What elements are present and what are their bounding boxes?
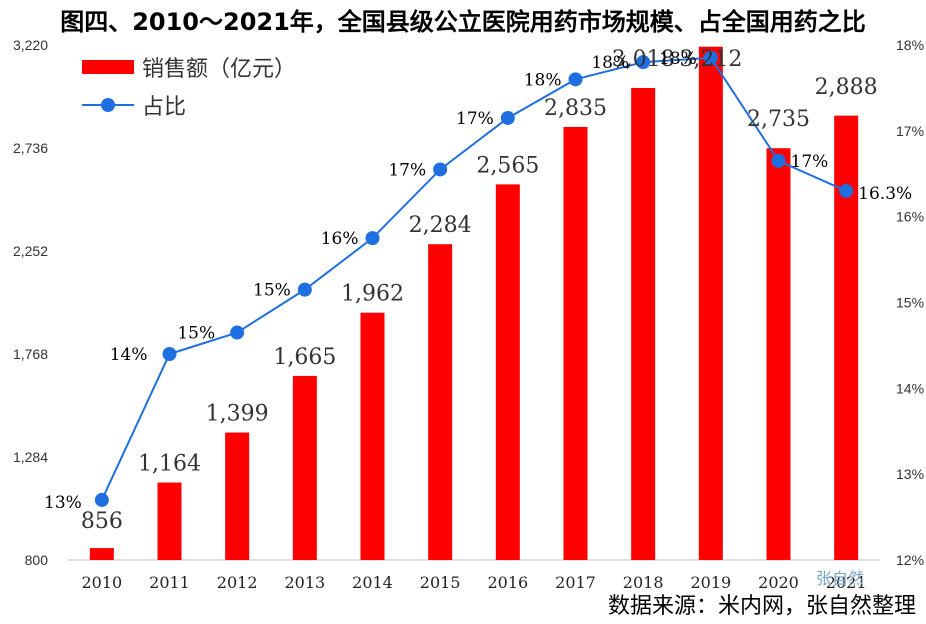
bar-value-label: 2,284 [409, 213, 472, 238]
line-value-label: 14% [110, 345, 148, 365]
y-right-tick-label: 14% [896, 380, 924, 396]
line-point [771, 153, 786, 168]
bar [89, 548, 114, 560]
line-point [365, 231, 380, 246]
share-line [100, 56, 847, 501]
x-tick-label: 2015 [420, 573, 461, 592]
bar-value-label: 2,735 [747, 107, 810, 132]
line-value-label: 18% [524, 70, 562, 90]
bar-value-label: 2,835 [544, 96, 607, 121]
data-labels: 8561,1641,3991,6651,9622,2842,5652,8353,… [44, 47, 912, 534]
legend-line-marker [101, 98, 115, 112]
bar [563, 126, 588, 560]
x-tick-label: 2011 [149, 573, 190, 592]
x-tick-label: 2013 [284, 573, 325, 592]
bar-value-label: 856 [81, 509, 123, 534]
line-series [94, 50, 854, 507]
x-tick-label: 2014 [352, 573, 393, 592]
line-value-label: 17% [388, 160, 426, 180]
x-tick-label: 2016 [487, 573, 528, 592]
x-tick-label: 2010 [81, 573, 122, 592]
y-right-tick-label: 16% [896, 209, 924, 225]
x-tick-label: 2012 [217, 573, 258, 592]
line-value-label: 18% [591, 53, 629, 73]
line-point [839, 183, 854, 198]
bar [834, 115, 859, 560]
bar [225, 432, 250, 560]
bar [495, 184, 520, 560]
legend-line-label: 占比 [142, 95, 186, 120]
bar-value-label: 3,018 [612, 47, 675, 72]
bar-value-label: 1,665 [273, 345, 336, 370]
bar-value-label: 2,565 [476, 153, 539, 178]
line-point [162, 347, 177, 361]
y-right-tick-label: 13% [896, 466, 924, 482]
line-point [500, 110, 515, 125]
x-tick-label: 2020 [758, 573, 799, 592]
bar [292, 375, 317, 560]
bar [631, 87, 656, 560]
bar-value-label: 2,888 [815, 75, 878, 100]
line-point [433, 162, 448, 177]
bar-series [89, 46, 859, 561]
line-point [230, 325, 245, 340]
y-left-tick-label: 2,252 [13, 243, 48, 259]
line-value-label: 18% [659, 49, 697, 69]
bar-value-label: 3,212 [679, 47, 742, 72]
y-right-tick-label: 15% [896, 295, 924, 311]
x-tick-label: 2017 [555, 573, 596, 592]
bar-value-label: 1,399 [206, 402, 269, 427]
line-point [636, 55, 651, 70]
line-point [297, 282, 312, 297]
x-tick-label: 2018 [623, 573, 664, 592]
source-note: 数据来源：米内网，张自然整理 [607, 594, 916, 619]
line-point [94, 492, 109, 507]
y-left-tick-label: 1,284 [13, 449, 48, 465]
y-left-tick-label: 3,220 [13, 37, 48, 53]
x-tick-label: 2019 [690, 573, 731, 592]
line-point [703, 50, 718, 65]
bar [698, 46, 723, 561]
y-left-tick-label: 2,736 [13, 140, 48, 156]
line-value-label: 17% [791, 152, 829, 172]
bar-value-label: 1,164 [138, 452, 201, 477]
legend-bar-label: 销售额（亿元） [142, 57, 296, 82]
axes: 800 1,284 1,768 2,252 2,736 3,220 12% 13% 14% 15%… [13, 37, 924, 592]
bar [766, 148, 791, 560]
y-right-tick-label: 12% [896, 552, 924, 568]
watermark: 张自然 [816, 569, 865, 588]
bar [360, 312, 385, 560]
line-value-label: 15% [177, 324, 215, 344]
bar [157, 482, 182, 560]
line-value-label: 17% [456, 109, 494, 129]
x-tick-label: 2021 [826, 573, 867, 592]
line-value-label: 13% [44, 493, 82, 513]
line-value-label: 16.3% [858, 184, 912, 204]
legend: 销售额（亿元） 占比 [82, 57, 296, 120]
y-left-tick-label: 800 [25, 552, 49, 568]
y-right-tick-label: 17% [896, 123, 924, 139]
line-point [568, 72, 583, 87]
line-value-label: 15% [253, 281, 291, 301]
y-right-tick-label: 18% [896, 37, 924, 53]
legend-bar-swatch [82, 60, 134, 74]
bar-value-label: 1,962 [341, 282, 404, 307]
y-left-tick-label: 1,768 [13, 346, 48, 362]
bar [428, 244, 453, 561]
chart-title: 图四、2010～2021年，全国县级公立医院用药市场规模、占全国用药之比 [60, 8, 866, 36]
line-value-label: 16% [321, 229, 359, 249]
